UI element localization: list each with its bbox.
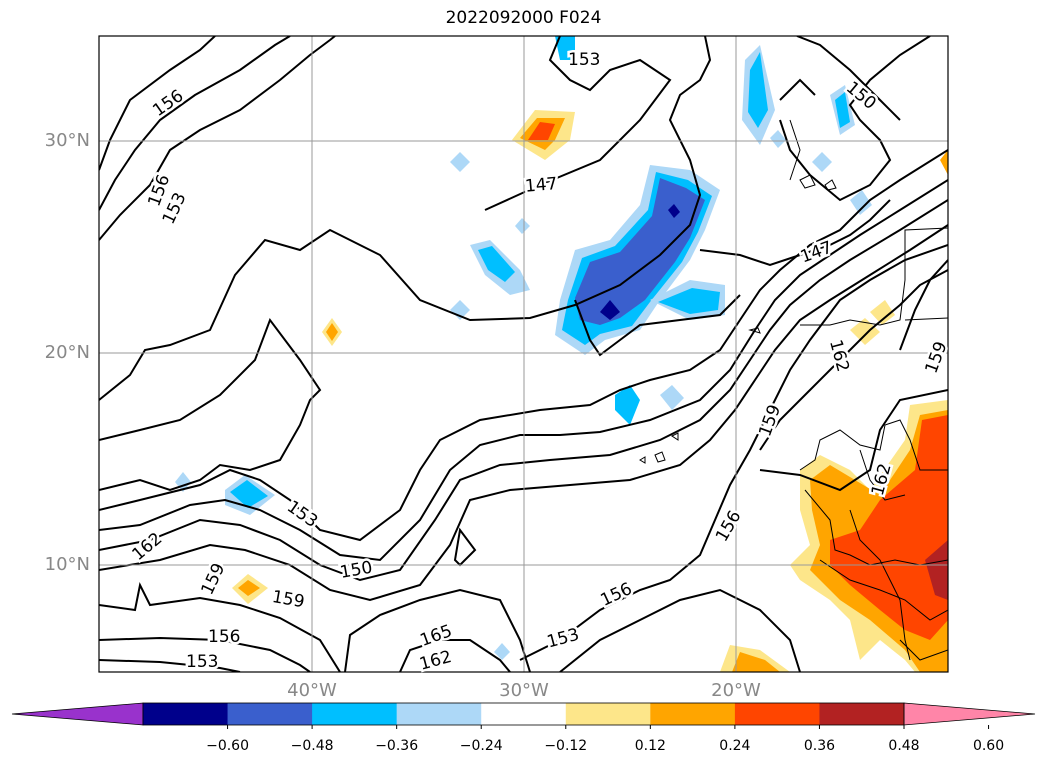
colorbar-segment xyxy=(819,703,905,725)
contour-label: 153 xyxy=(568,50,600,70)
contour-label: 156 xyxy=(149,86,187,121)
negative-anomaly-shading xyxy=(175,36,872,660)
contour-label: 156 xyxy=(208,627,240,647)
contour-label: 159 xyxy=(271,587,306,612)
lon-label-20w: 20°W xyxy=(711,680,761,701)
colorbar-segment xyxy=(650,703,736,725)
contour-label: 165 xyxy=(417,621,454,651)
colorbar-tick-label: −0.12 xyxy=(544,738,588,754)
colorbar-tick-label: −0.24 xyxy=(459,738,503,754)
colorbar-tick-label: 0.60 xyxy=(972,738,1005,754)
positive-anomaly-shading xyxy=(232,110,948,672)
colorbar xyxy=(11,702,1036,729)
colorbar-tick-label: 0.12 xyxy=(634,738,666,754)
colorbar-extension-high xyxy=(903,702,1036,726)
lat-label-20n: 20°N xyxy=(44,342,90,363)
lat-label-30n: 30°N xyxy=(44,130,90,151)
contour-label: 162 xyxy=(417,647,454,675)
contour-label: 156 xyxy=(597,579,635,611)
colorbar-tick-label: −0.60 xyxy=(206,738,249,754)
contour-label: 153 xyxy=(545,625,582,653)
colorbar-segment xyxy=(312,703,398,725)
map-plot-area xyxy=(99,36,948,672)
coastlines xyxy=(639,119,948,661)
contour-label: 159 xyxy=(755,402,785,439)
lat-label-10n: 10°N xyxy=(44,554,90,575)
colorbar-tick-label: 0.48 xyxy=(888,738,920,754)
contour-label: 147 xyxy=(524,174,558,197)
contour-label: 150 xyxy=(339,558,374,583)
colorbar-segment xyxy=(143,703,229,725)
contour-label: 147 xyxy=(798,238,835,268)
colorbar-segment xyxy=(734,703,820,725)
colorbar-segment xyxy=(481,703,567,725)
contour-label: 153 xyxy=(186,652,218,672)
colorbar-segment xyxy=(396,703,482,725)
colorbar-frame xyxy=(142,702,905,726)
lon-label-40w: 40°W xyxy=(287,680,337,701)
colorbar-tick-label: −0.36 xyxy=(375,738,419,754)
contour-label: 159 xyxy=(198,560,230,598)
map-gridlines xyxy=(99,36,948,672)
colorbar-tick-label: −0.48 xyxy=(290,738,334,754)
map-frame xyxy=(98,35,949,673)
map-title: 2022092000 F024 xyxy=(445,8,602,28)
colorbar-segment xyxy=(227,703,313,725)
contour-label: 159 xyxy=(922,339,952,376)
colorbar-segment xyxy=(565,703,651,725)
colorbar-extension-low xyxy=(11,702,144,726)
lon-label-30w: 30°W xyxy=(499,680,549,701)
geopotential-contours xyxy=(99,36,948,672)
colorbar-tick-label: 0.36 xyxy=(803,738,836,754)
colorbar-tick-label: 0.24 xyxy=(719,738,751,754)
contour-label: 162 xyxy=(825,338,853,375)
